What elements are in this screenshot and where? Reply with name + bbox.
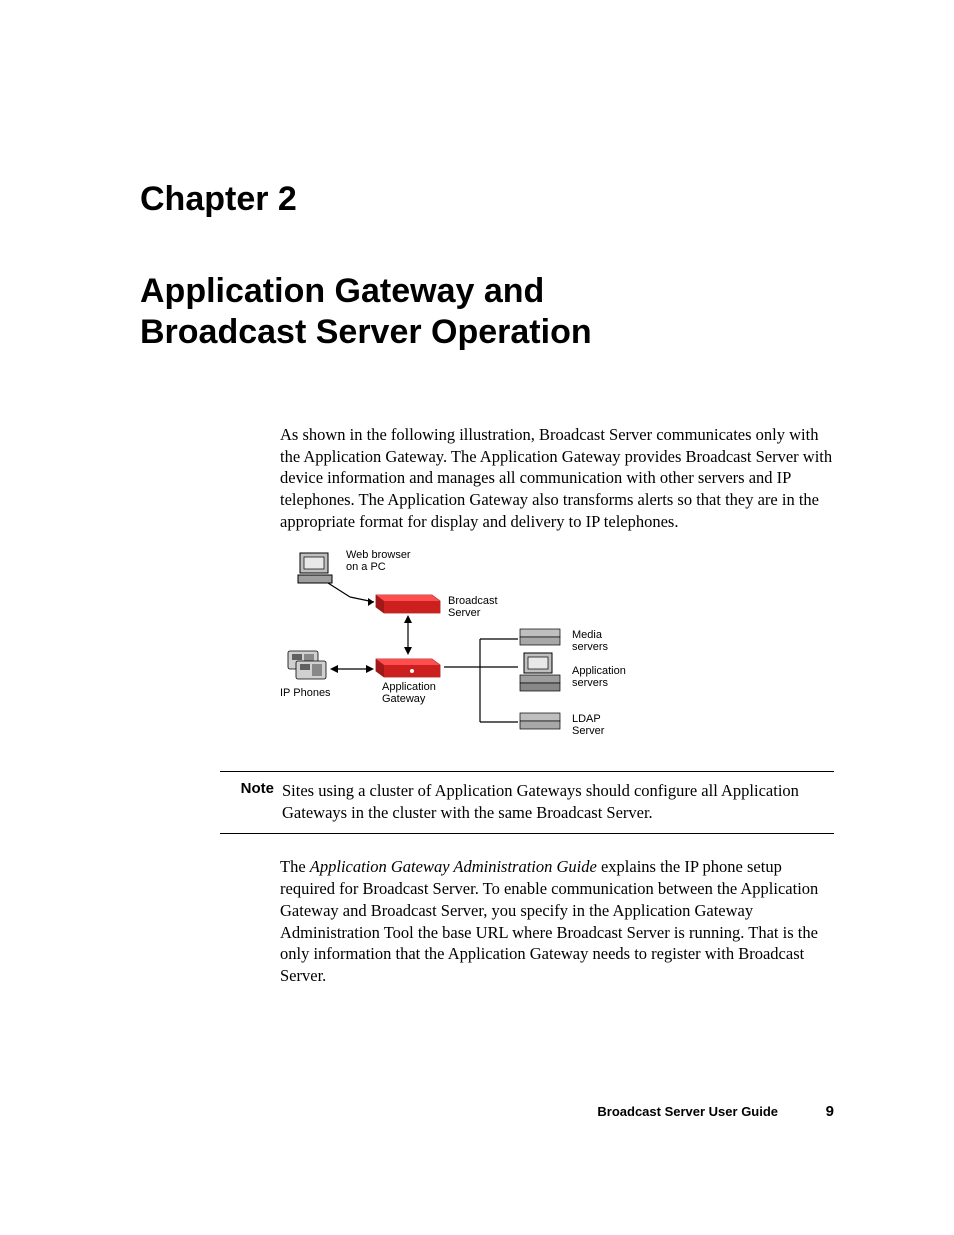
after-note-italic: Application Gateway Administration Guide (310, 857, 597, 876)
note-block: Note Sites using a cluster of Applicatio… (220, 771, 834, 835)
label-broadcast-l2: Server (448, 607, 480, 619)
label-ldap-l1: LDAP (572, 713, 601, 725)
media-servers-icon (520, 629, 560, 645)
label-web-browser-l1: Web browser (346, 549, 411, 561)
note-text: Sites using a cluster of Application Gat… (282, 780, 834, 824)
label-ldap-server: LDAP Server (572, 713, 604, 737)
diagram-svg (280, 547, 670, 757)
chapter-title-line1: Application Gateway and (140, 272, 544, 310)
label-appgw-l2: Gateway (382, 693, 425, 705)
intro-paragraph: As shown in the following illustration, … (280, 424, 834, 533)
chapter-title: Application Gateway and Broadcast Server… (140, 271, 834, 354)
ldap-server-icon (520, 713, 560, 729)
label-appsrv-l1: Application (572, 665, 626, 677)
label-broadcast-l1: Broadcast (448, 595, 498, 607)
label-application-gateway: Application Gateway (382, 681, 436, 705)
application-servers-icon (520, 653, 560, 691)
label-ip-phones: IP Phones (280, 687, 331, 699)
chapter-label: Chapter 2 (140, 180, 834, 219)
note-label: Note (220, 780, 282, 824)
label-web-browser: Web browser on a PC (346, 549, 411, 573)
label-media-l1: Media (572, 629, 602, 641)
architecture-diagram: Web browser on a PC Broadcast Server Med… (280, 547, 670, 757)
after-note-paragraph: The Application Gateway Administration G… (280, 856, 834, 987)
label-appsrv-l2: servers (572, 677, 608, 689)
label-media-l2: servers (572, 641, 608, 653)
application-gateway-icon (376, 659, 440, 677)
page-footer: Broadcast Server User Guide 9 (597, 1103, 834, 1120)
body-block-2: The Application Gateway Administration G… (280, 856, 834, 987)
label-broadcast-server: Broadcast Server (448, 595, 498, 619)
pc-icon (298, 553, 350, 597)
broadcast-server-icon (376, 595, 440, 613)
chapter-title-line2: Broadcast Server Operation (140, 313, 592, 351)
after-note-pre: The (280, 857, 310, 876)
page: Chapter 2 Application Gateway and Broadc… (0, 0, 954, 1235)
label-ldap-l2: Server (572, 725, 604, 737)
label-appgw-l1: Application (382, 681, 436, 693)
body-block: As shown in the following illustration, … (280, 424, 834, 757)
label-web-browser-l2: on a PC (346, 561, 386, 573)
label-media-servers: Media servers (572, 629, 608, 653)
after-note-post: explains the IP phone setup required for… (280, 857, 818, 985)
footer-guide-title: Broadcast Server User Guide (597, 1104, 778, 1119)
footer-page-number: 9 (826, 1103, 834, 1120)
ip-phones-icon (288, 651, 326, 679)
label-application-servers: Application servers (572, 665, 626, 689)
